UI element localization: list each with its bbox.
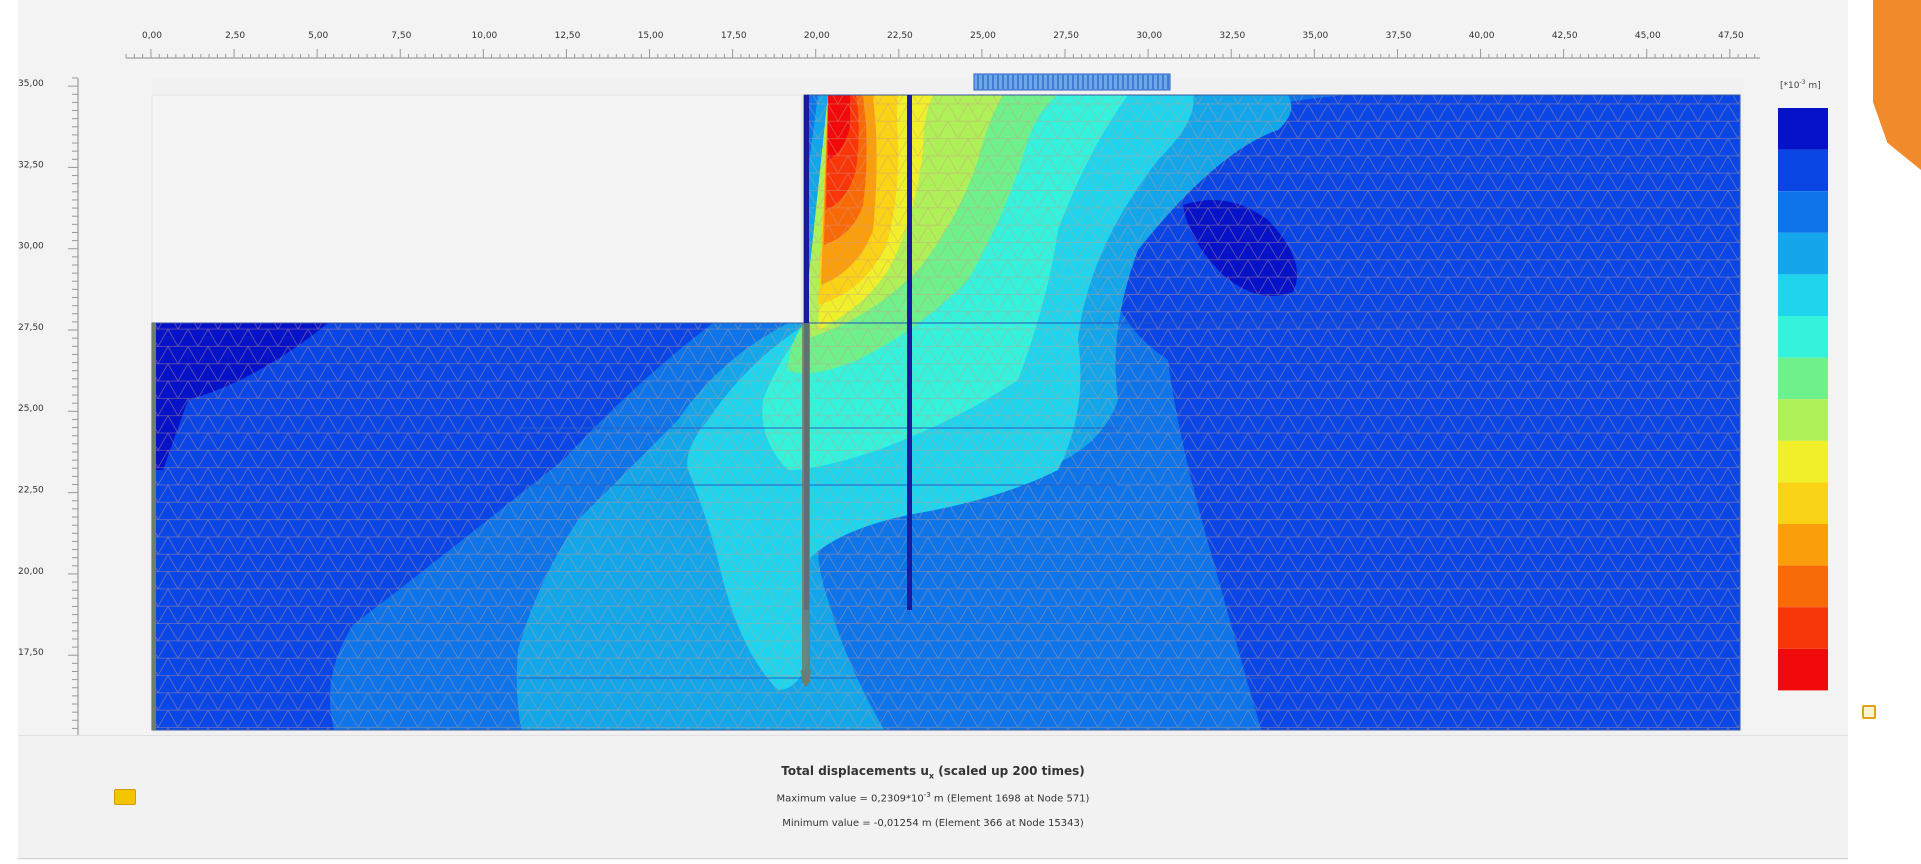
x-tick-label: 2,50 (225, 31, 245, 41)
legend-swatch (1778, 108, 1828, 150)
anchor-wall (907, 95, 912, 610)
y-tick-label: 25,00 (18, 404, 44, 414)
y-tick-label: 20,00 (18, 567, 44, 577)
embedded-pile (802, 323, 810, 683)
legend-swatch (1778, 191, 1828, 233)
legend-swatch (1778, 149, 1828, 192)
plot-grid-area (151, 94, 803, 324)
legend-swatch (1778, 482, 1828, 524)
displacement-contour-plot[interactable]: 0,00 2,50 5,00 7,50 10,00 12,50 15,00 17,50 20,0… (18, 0, 1848, 860)
x-tick-label: 42,50 (1552, 31, 1578, 41)
pile-tip (800, 669, 812, 687)
x-tick-label: 0,00 (142, 31, 162, 41)
slide-corner-accent (1873, 0, 1921, 170)
toolbar-icon[interactable] (114, 789, 136, 805)
x-tick-label: 37,50 (1386, 31, 1412, 41)
legend-swatch (1778, 648, 1828, 691)
legend-swatch (1778, 357, 1828, 400)
x-tick-label: 20,00 (804, 31, 830, 41)
x-tick-label: 12,50 (555, 31, 581, 41)
x-tick-label: 10,00 (472, 31, 498, 41)
y-tick-label: 30,00 (18, 242, 44, 252)
x-tick-label: 7,50 (391, 31, 411, 41)
info-panel: Total displacements ux (scaled up 200 ti… (18, 735, 1848, 859)
x-tick-label: 40,00 (1469, 31, 1495, 41)
x-tick-label: 5,00 (308, 31, 328, 41)
lock-icon[interactable] (1862, 705, 1876, 719)
legend-swatch (1778, 232, 1828, 275)
minimum-value-text: Minimum value = -0,01254 m (Element 366 … (782, 818, 1084, 829)
y-tick-label: 22,50 (18, 486, 44, 496)
x-tick-label: 27,50 (1053, 31, 1079, 41)
legend-unit: [*10-3 m] (1780, 79, 1821, 91)
x-axis-ruler: 0,00 2,50 5,00 7,50 10,00 12,50 15,00 17,50 20,0… (125, 31, 1760, 59)
legend-swatch (1778, 316, 1828, 358)
legend-swatch (1778, 440, 1828, 483)
y-axis-ruler: 35,00 32,50 30,00 27,50 25,00 22,50 20,00 17,50 (18, 77, 79, 736)
x-tick-label: 35,00 (1303, 31, 1329, 41)
x-tick-label: 45,00 (1635, 31, 1661, 41)
x-tick-label: 32,50 (1219, 31, 1245, 41)
maximum-value-text: Maximum value = 0,2309*10-3 m (Element 1… (776, 791, 1090, 805)
y-tick-label: 17,50 (18, 648, 44, 658)
plot-title: Total displacements ux (scaled up 200 ti… (781, 764, 1085, 781)
plot-viewport[interactable]: 0,00 2,50 5,00 7,50 10,00 12,50 15,00 17,50 20,0… (18, 0, 1848, 860)
legend-swatch (1778, 399, 1828, 441)
legend-swatch (1778, 607, 1828, 649)
legend-swatch (1778, 274, 1828, 316)
y-tick-label: 27,50 (18, 323, 44, 333)
legend-swatch (1778, 565, 1828, 608)
y-tick-label: 35,00 (18, 79, 44, 89)
left-boundary-wall (152, 323, 156, 730)
x-tick-label: 17,50 (721, 31, 747, 41)
x-tick-label: 15,00 (638, 31, 664, 41)
x-tick-label: 47,50 (1718, 31, 1744, 41)
legend-swatch (1778, 524, 1828, 566)
y-tick-label: 32,50 (18, 160, 44, 170)
x-tick-label: 22,50 (887, 31, 913, 41)
color-legend: [*10-3 m] 1,000,00-1,00-2,00-3,00-4,00-5… (1778, 79, 1828, 691)
x-tick-label: 30,00 (1136, 31, 1162, 41)
surface-load (973, 73, 1171, 91)
x-tick-label: 25,00 (970, 31, 996, 41)
